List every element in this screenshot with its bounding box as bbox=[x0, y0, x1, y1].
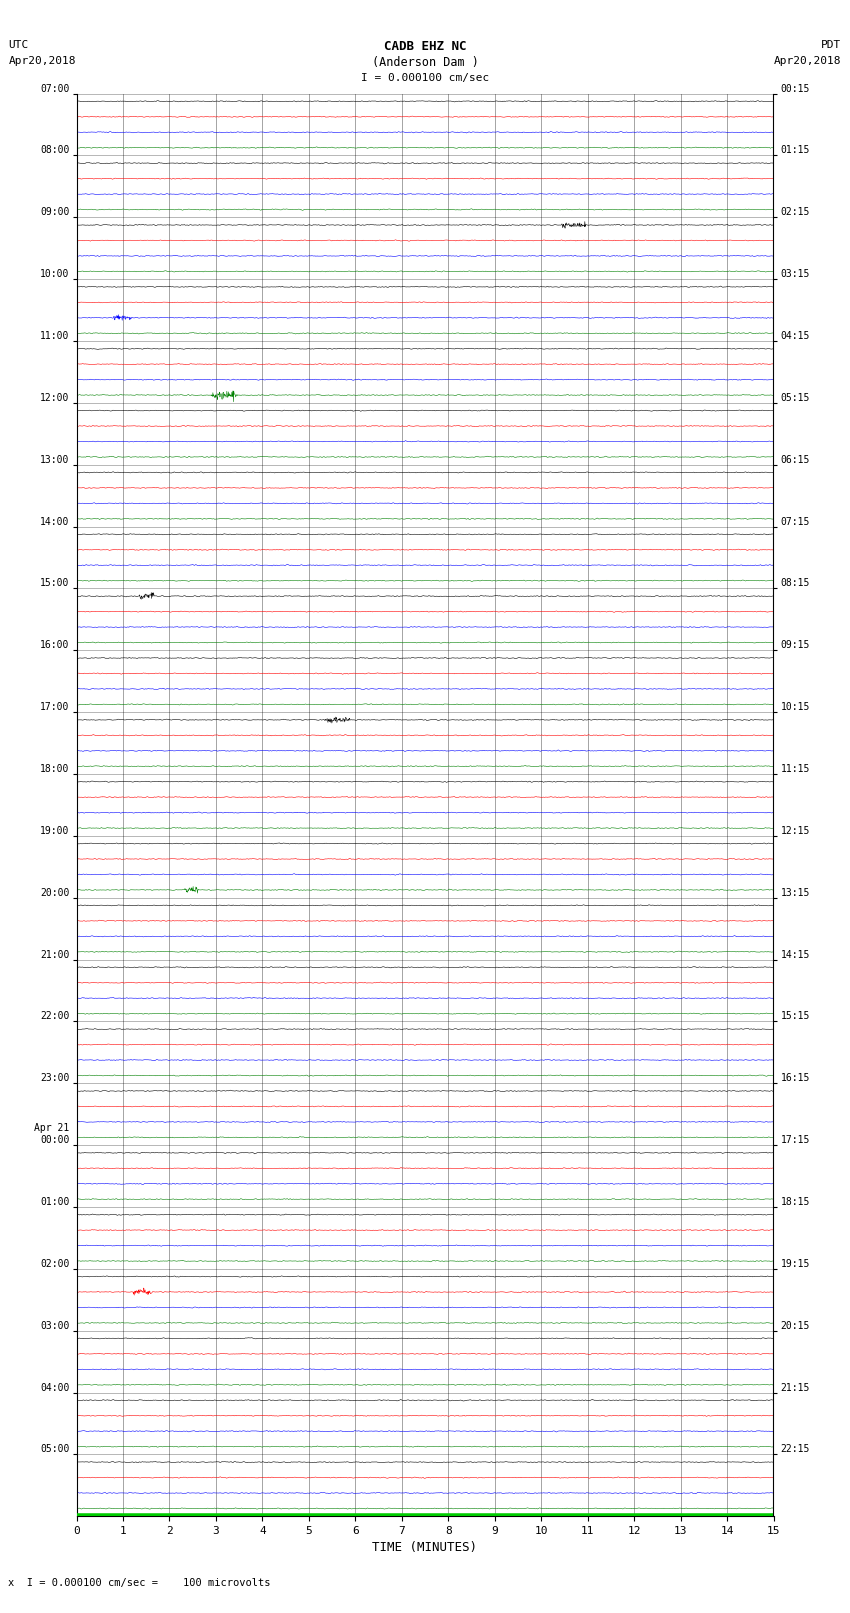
Text: I = 0.000100 cm/sec: I = 0.000100 cm/sec bbox=[361, 73, 489, 82]
Text: Apr20,2018: Apr20,2018 bbox=[8, 56, 76, 66]
Text: x  I = 0.000100 cm/sec =    100 microvolts: x I = 0.000100 cm/sec = 100 microvolts bbox=[8, 1578, 271, 1587]
Text: PDT: PDT bbox=[821, 40, 842, 50]
X-axis label: TIME (MINUTES): TIME (MINUTES) bbox=[372, 1542, 478, 1555]
Text: Apr20,2018: Apr20,2018 bbox=[774, 56, 842, 66]
Text: CADB EHZ NC: CADB EHZ NC bbox=[383, 40, 467, 53]
Text: (Anderson Dam ): (Anderson Dam ) bbox=[371, 56, 479, 69]
Text: UTC: UTC bbox=[8, 40, 29, 50]
